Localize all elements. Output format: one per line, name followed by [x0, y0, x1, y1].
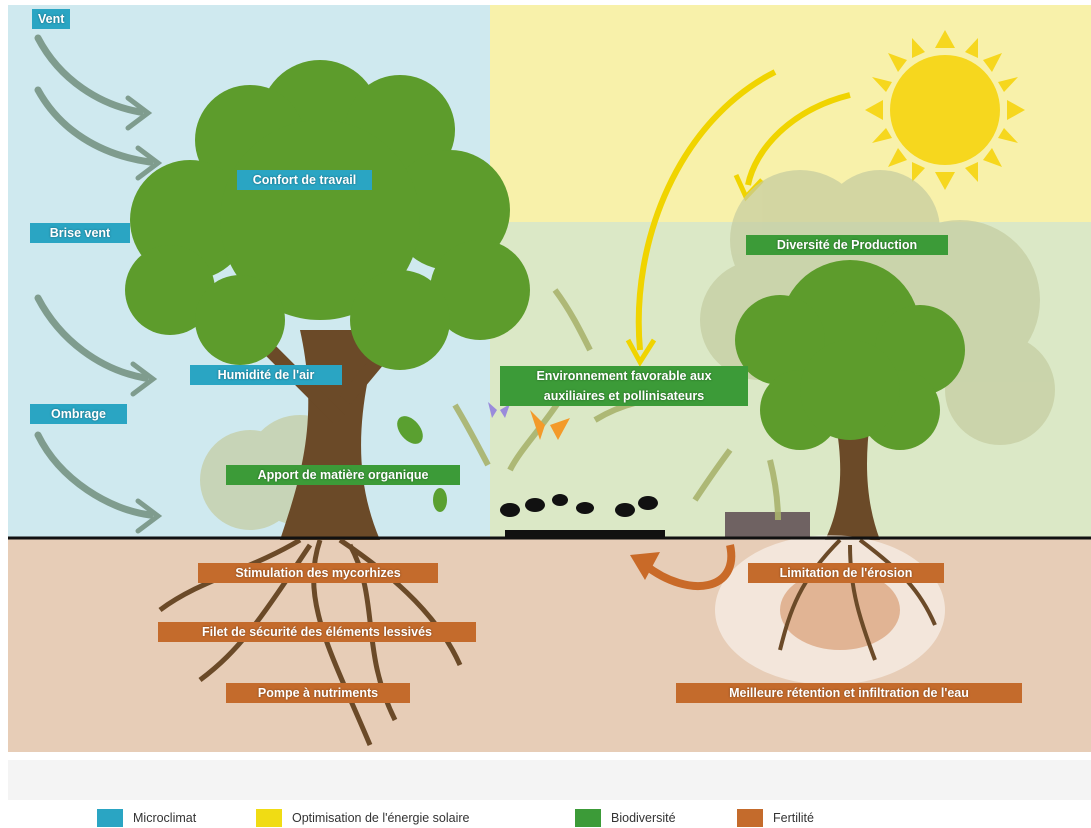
- label: Humidité de l'air: [190, 365, 342, 385]
- left-tree-part-part: [195, 275, 285, 365]
- legend-item: Optimisation de l'énergie solaire: [256, 808, 469, 828]
- right-tree-part-part: [800, 340, 900, 440]
- legend-item: Biodiversité: [575, 808, 676, 828]
- legend-label: Fertilité: [773, 811, 814, 825]
- legend-label: Biodiversité: [611, 811, 676, 825]
- backgrounds-part: [8, 760, 1091, 800]
- legend-item: Fertilité: [737, 808, 814, 828]
- seedlings-part: [500, 503, 520, 517]
- legend-swatch: [575, 809, 601, 827]
- seedlings-part: [505, 530, 665, 537]
- sun-part: [890, 55, 1000, 165]
- legend-swatch: [256, 809, 282, 827]
- label: Meilleure rétention et infiltration de l…: [676, 683, 1022, 703]
- illustration: [0, 0, 1091, 828]
- legend-label: Microclimat: [133, 811, 196, 825]
- label: Apport de matière organique: [226, 465, 460, 485]
- label: Brise vent: [30, 223, 130, 243]
- label: Filet de sécurité des éléments lessivés: [158, 622, 476, 642]
- right-tree-part: [725, 512, 810, 537]
- legend-swatch: [737, 809, 763, 827]
- label: Stimulation des mycorhizes: [198, 563, 438, 583]
- label: Environnement favorable aux: [500, 366, 748, 386]
- label: auxiliaires et pollinisateurs: [500, 386, 748, 406]
- left-tree-part-part: [350, 270, 450, 370]
- label: Confort de travail: [237, 170, 372, 190]
- seedlings-part: [525, 498, 545, 512]
- legend-item: Microclimat: [97, 808, 196, 828]
- label: Limitation de l'érosion: [748, 563, 944, 583]
- seedlings-part: [552, 494, 568, 506]
- legend-label: Optimisation de l'énergie solaire: [292, 811, 469, 825]
- legend-swatch: [97, 809, 123, 827]
- seedlings-part: [615, 503, 635, 517]
- label: Diversité de Production: [746, 235, 948, 255]
- butterflies-part: [433, 488, 447, 512]
- page: Vent Confort de travail Brise vent Humid…: [0, 0, 1091, 828]
- label: Ombrage: [30, 404, 127, 424]
- seedlings-part: [638, 496, 658, 510]
- label: Pompe à nutriments: [226, 683, 410, 703]
- seedlings-part: [576, 502, 594, 514]
- label: Vent: [32, 9, 70, 29]
